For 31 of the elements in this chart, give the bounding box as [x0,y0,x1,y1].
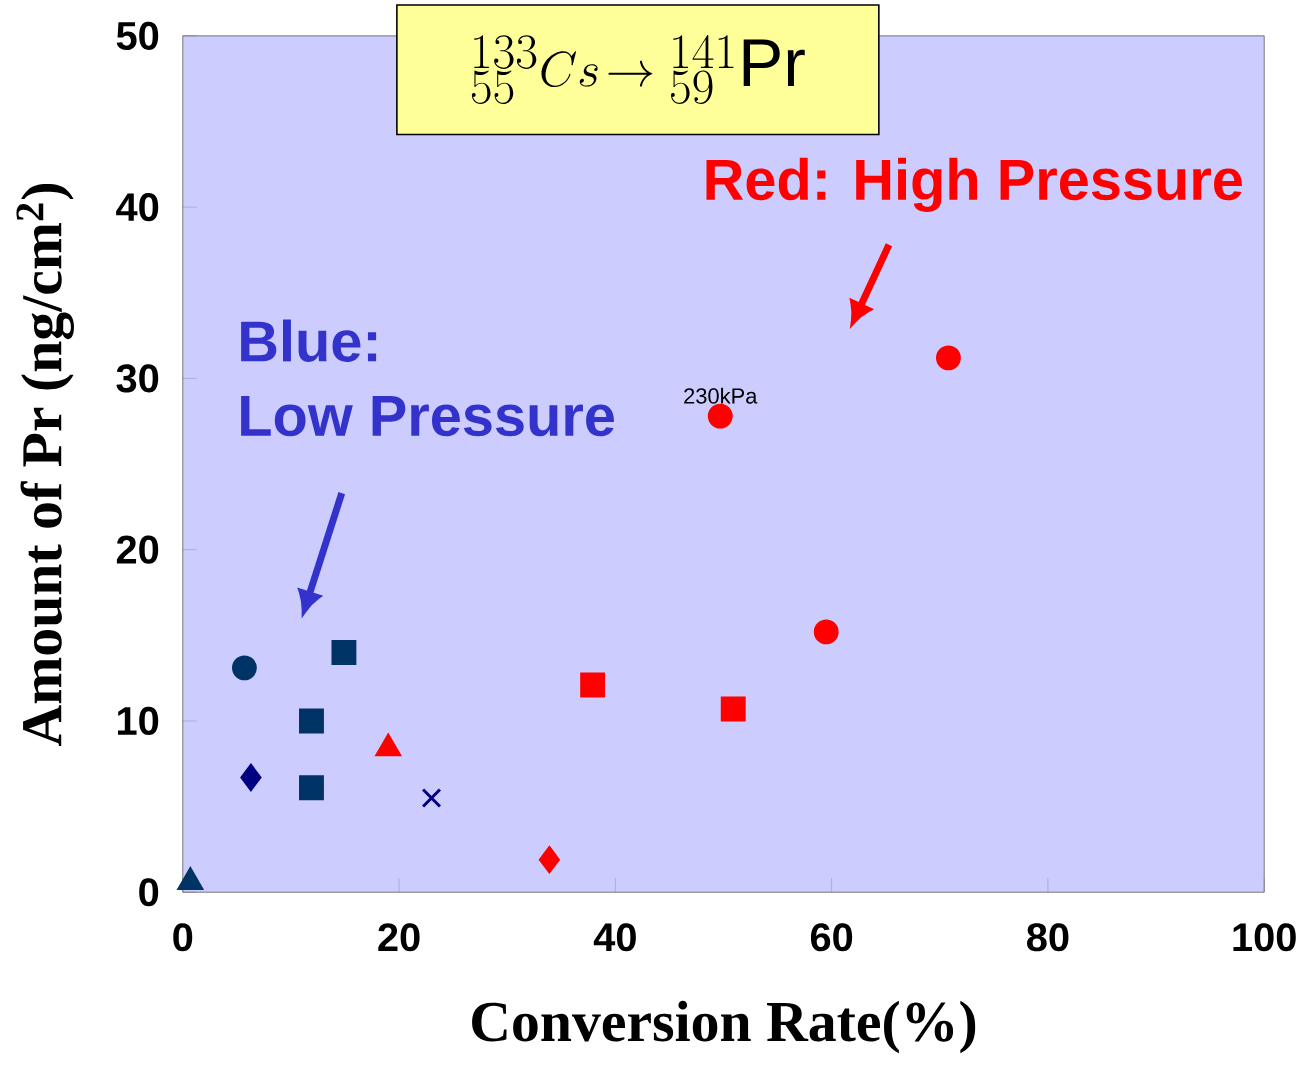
point [935,345,961,371]
x-tick-label: 60 [810,922,853,952]
annotation: 230kPa [684,387,758,404]
y-tick-label: 40 [116,192,159,222]
y-tick-label: 10 [118,706,159,735]
y-axis-title: Amount of Pr (ng/cm$^{2}$) [16,183,74,746]
point [299,775,324,800]
annotation: Red: High Pressure [706,157,1242,212]
y-tick-label: 50 [116,21,159,50]
point [538,846,560,873]
point [231,655,257,681]
point [299,708,324,734]
y-tick-label: 30 [116,364,159,393]
annotation: Low Pressure [241,395,614,437]
text: ${}^{133}_{55}Cs\!\rightarrow{}^{141}_{59}\mathrm{Pr}$ [471,34,805,104]
y-tick-label: 20 [116,535,159,564]
x-tick-label: 20 [378,922,420,952]
x-tick-label: 80 [1027,922,1069,952]
point [421,787,442,808]
x-tick-label: 100 [1233,922,1296,952]
point [720,696,746,722]
point [240,763,262,791]
annotation: Blue: [241,319,377,362]
point [580,672,606,698]
y-tick-label: 0 [139,877,159,907]
point [813,619,839,645]
point [331,639,357,665]
x-axis-title: Conversion Rate(%) [472,1000,976,1054]
point [707,403,733,429]
x-tick-label: 0 [173,922,193,952]
x-tick-label: 40 [593,922,636,952]
